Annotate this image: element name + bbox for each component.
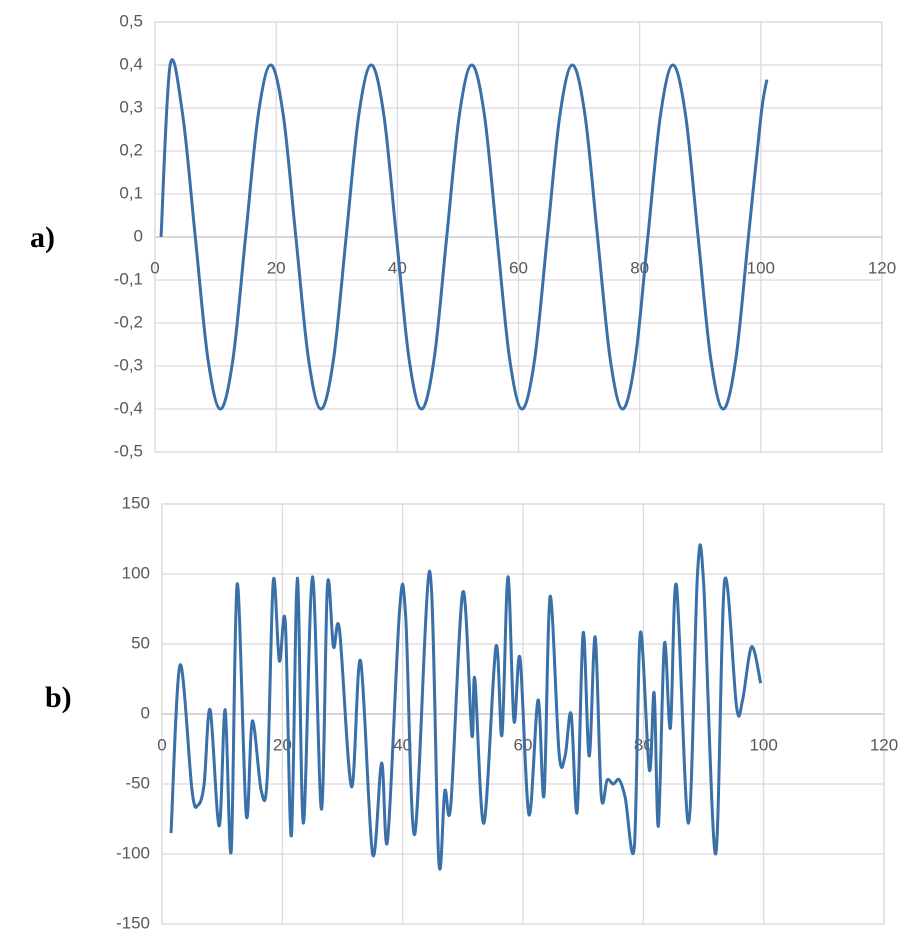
x-tick-label: 40	[388, 258, 407, 277]
x-tick-label: 20	[267, 258, 286, 277]
y-tick-label: 0	[141, 703, 150, 722]
y-tick-label: 0,1	[119, 183, 143, 202]
y-tick-label: 0,5	[119, 11, 143, 30]
x-tick-label: 40	[393, 735, 412, 754]
y-tick-label: 0,4	[119, 54, 143, 73]
x-tick-label: 60	[509, 258, 528, 277]
panel-label: a)	[30, 221, 55, 254]
y-tick-label: -0,2	[114, 312, 143, 331]
y-tick-label: -50	[125, 773, 150, 792]
y-tick-label: -0,1	[114, 269, 143, 288]
x-tick-label: 0	[150, 258, 159, 277]
panel-label: b)	[45, 681, 72, 714]
y-tick-label: -150	[116, 913, 150, 932]
x-tick-label: 100	[749, 735, 777, 754]
y-tick-label: 150	[122, 493, 150, 512]
y-tick-label: -100	[116, 843, 150, 862]
x-tick-label: 60	[514, 735, 533, 754]
y-tick-label: 0	[134, 226, 143, 245]
x-tick-label: 120	[868, 258, 896, 277]
y-tick-label: 100	[122, 563, 150, 582]
y-tick-label: -0,3	[114, 355, 143, 374]
x-tick-label: 120	[870, 735, 898, 754]
x-tick-label: 0	[157, 735, 166, 754]
y-tick-label: -0,5	[114, 441, 143, 460]
y-tick-label: 0,3	[119, 97, 143, 116]
y-tick-label: 0,2	[119, 140, 143, 159]
y-tick-label: -0,4	[114, 398, 143, 417]
y-tick-label: 50	[131, 633, 150, 652]
data-line	[159, 58, 769, 411]
data-line	[169, 543, 763, 871]
x-tick-label: 100	[747, 258, 775, 277]
